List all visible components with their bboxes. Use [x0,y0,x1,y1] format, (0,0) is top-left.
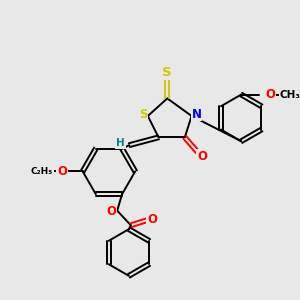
Text: C₂H₅: C₂H₅ [31,167,53,176]
Text: O: O [197,150,207,163]
Text: O: O [106,205,116,218]
Text: H: H [116,138,125,148]
Text: O: O [57,165,67,178]
Text: S: S [139,107,147,121]
Text: CH₃: CH₃ [279,90,300,100]
Text: N: N [191,107,202,121]
Text: S: S [163,66,172,79]
Text: O: O [266,88,275,101]
Text: O: O [147,213,157,226]
